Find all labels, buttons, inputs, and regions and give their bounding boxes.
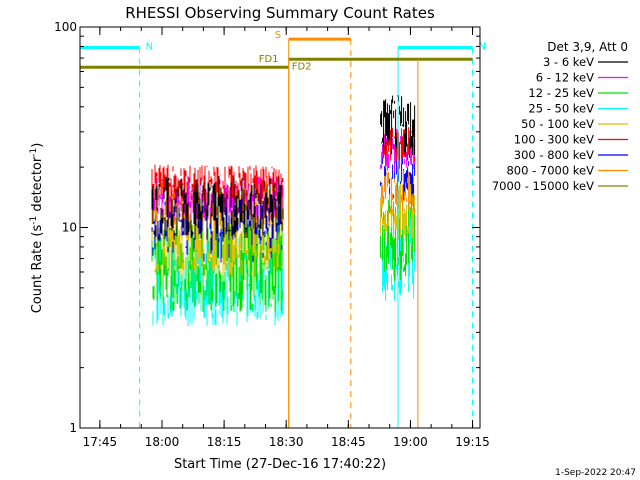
y-axis-label-sup2: -1 [29, 148, 39, 157]
legend-label: 100 - 300 keV [514, 133, 594, 147]
legend-label: 25 - 50 keV [528, 102, 594, 116]
y-tick-label: 10 [62, 221, 77, 235]
legend-label: 3 - 6 keV [543, 55, 594, 69]
y-axis-label: Count Rate (s-1 detector-1) [29, 143, 45, 314]
x-axis-label: Start Time (27-Dec-16 17:40:22) [174, 457, 386, 472]
y-axis-label-mid: detector [30, 156, 45, 216]
mode-label: FD1 [259, 54, 279, 65]
series-trace [151, 213, 284, 277]
series-trace [380, 183, 416, 246]
x-tick-label: 18:30 [269, 435, 304, 449]
mode-label: S [275, 30, 281, 41]
legend-label: 6 - 12 keV [536, 71, 594, 85]
mode-label: FD2 [292, 61, 312, 72]
y-axis-ticks: 1 10 100 [54, 20, 480, 435]
x-tick-label: 18:00 [145, 435, 180, 449]
mode-label: N [479, 42, 486, 53]
legend-label: 300 - 800 keV [514, 148, 594, 162]
plot-area: N N S FD1 FD2 [80, 30, 486, 428]
y-axis-label-end: ) [30, 143, 45, 148]
x-tick-label: 17:45 [83, 435, 118, 449]
x-tick-label: 19:15 [455, 435, 490, 449]
y-tick-label: 100 [54, 20, 77, 34]
mode-label: N [146, 42, 153, 53]
x-axis-ticks: 17:45 18:00 18:15 18:30 18:45 19:00 19:15 [83, 27, 490, 449]
legend-label: 12 - 25 keV [528, 86, 594, 100]
legend-label: 50 - 100 keV [521, 117, 594, 131]
legend-label: 7000 - 15000 keV [492, 179, 594, 193]
y-axis-label-sup1: -1 [29, 216, 39, 225]
series-trace [380, 170, 416, 215]
x-tick-label: 18:15 [207, 435, 242, 449]
y-axis-label-main: Count Rate (s [30, 225, 45, 314]
chart-title: RHESSI Observing Summary Count Rates [125, 4, 435, 22]
y-tick-label: 1 [69, 421, 77, 435]
series-trace [380, 95, 416, 158]
x-tick-label: 19:00 [393, 435, 428, 449]
legend-title: Det 3,9, Att 0 [547, 40, 628, 54]
x-tick-label: 18:45 [331, 435, 366, 449]
series-trace [151, 176, 284, 240]
footer-date: 1-Sep-2022 20:47 [555, 468, 636, 478]
legend-label: 800 - 7000 keV [506, 164, 594, 178]
